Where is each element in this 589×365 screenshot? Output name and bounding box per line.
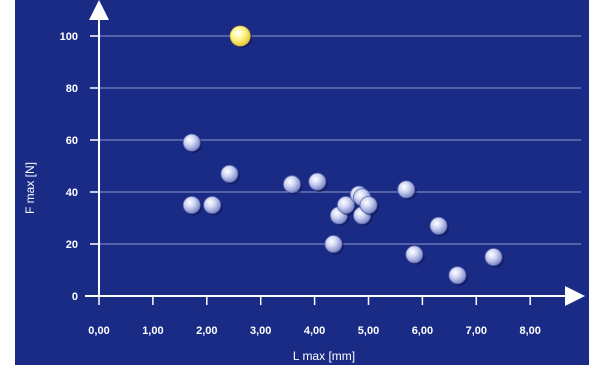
x-tick-label: 4,00 xyxy=(304,325,325,337)
x-tick-label: 2,00 xyxy=(196,325,217,337)
y-tick-label: 60 xyxy=(66,135,78,147)
x-tick-label: 8,00 xyxy=(519,325,540,337)
data-point xyxy=(359,196,379,216)
data-point xyxy=(182,196,203,216)
x-tick-label: 7,00 xyxy=(466,325,487,337)
y-tick-label: 80 xyxy=(66,83,78,95)
data-point xyxy=(448,266,468,286)
point-marker xyxy=(336,196,355,214)
point-marker xyxy=(283,175,301,194)
point-marker xyxy=(229,25,251,47)
axes xyxy=(85,0,585,306)
data-point xyxy=(397,180,417,200)
data-point xyxy=(429,216,450,237)
x-tick-label: 5,00 xyxy=(358,325,379,337)
point-marker xyxy=(324,235,343,253)
point-marker xyxy=(448,266,467,285)
y-axis-title: F max [N] xyxy=(23,162,37,214)
data-point xyxy=(336,196,357,216)
point-marker xyxy=(182,133,201,152)
y-tick-label: 40 xyxy=(66,187,78,199)
point-marker xyxy=(182,196,201,214)
point-marker xyxy=(220,164,239,183)
y-tick-label: 100 xyxy=(60,31,78,43)
data-points xyxy=(182,25,505,286)
point-marker xyxy=(203,196,222,214)
x-tick-label: 6,00 xyxy=(412,325,433,337)
point-marker xyxy=(484,248,503,266)
highlight-point xyxy=(229,25,253,48)
axis-ticks: 0,00 1,00 2,00 3,00 4,00 5,00 6,00 7,00 8,00 0 20 4… xyxy=(60,31,541,337)
scatter-chart: 0,00 1,00 2,00 3,00 4,00 5,00 6,00 7,00 8,00 0 20 4… xyxy=(23,0,585,363)
data-point xyxy=(283,175,303,195)
y-tick-label: 0 xyxy=(72,291,78,303)
data-point xyxy=(220,164,240,185)
point-marker xyxy=(405,245,424,264)
chart-panel: 0,00 1,00 2,00 3,00 4,00 5,00 6,00 7,00 8,00 0 20 4… xyxy=(15,0,589,365)
data-point xyxy=(405,245,425,265)
x-tick-label: 3,00 xyxy=(250,325,271,337)
point-marker xyxy=(429,216,448,235)
grid-lines xyxy=(99,35,581,245)
data-point xyxy=(308,172,328,193)
x-tick-label: 1,00 xyxy=(142,325,163,337)
x-tick-label: 0,00 xyxy=(88,325,109,337)
point-marker xyxy=(359,196,378,214)
point-marker xyxy=(308,172,327,191)
point-marker xyxy=(397,180,416,199)
data-point xyxy=(203,196,223,216)
data-point xyxy=(324,235,344,255)
data-point xyxy=(484,248,505,268)
data-point xyxy=(182,133,203,154)
x-axis-title: L max [mm] xyxy=(293,349,355,363)
y-tick-label: 20 xyxy=(66,239,78,251)
